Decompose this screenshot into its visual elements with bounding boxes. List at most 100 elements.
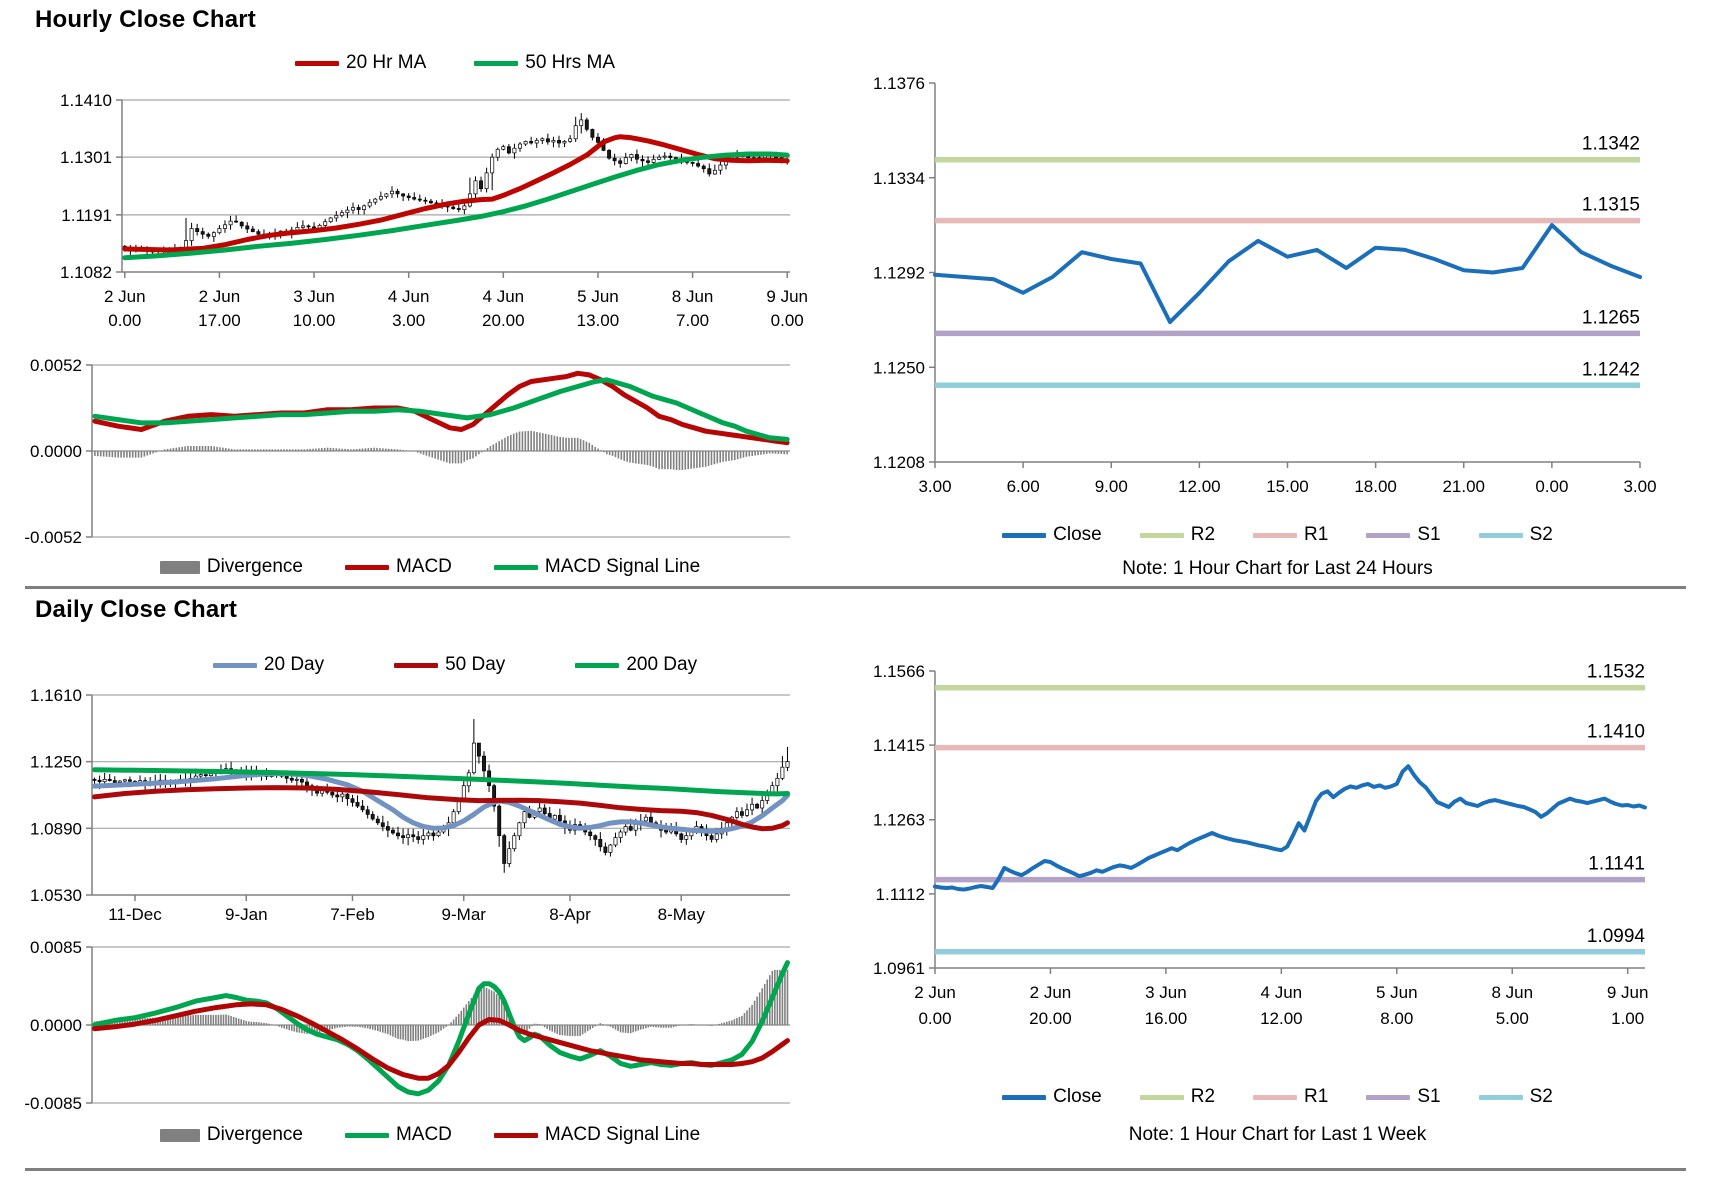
legend-item-divergence: Divergence bbox=[159, 556, 303, 578]
legend-label: 20 Hr MA bbox=[346, 52, 427, 73]
svg-text:3 Jun: 3 Jun bbox=[1145, 983, 1187, 1002]
ma-20day-swatch bbox=[212, 662, 257, 668]
daily-macd-legend: Divergence MACD MACD Signal Line bbox=[90, 1124, 770, 1146]
svg-text:-0.0085: -0.0085 bbox=[24, 1094, 82, 1113]
svg-text:2 Jun: 2 Jun bbox=[199, 287, 241, 306]
legend-item-s2: S2 bbox=[1478, 1086, 1553, 1108]
legend-label: MACD Signal Line bbox=[544, 1124, 701, 1145]
pivot-1week-chart: 1.0961 1.1112 1.1263 1.1415 1.1566 2 Jun 0.00 2… bbox=[873, 662, 1649, 1028]
svg-text:3.00: 3.00 bbox=[1623, 477, 1656, 496]
r2-swatch bbox=[1139, 1094, 1184, 1100]
close-swatch bbox=[1002, 532, 1047, 538]
svg-text:0.00: 0.00 bbox=[1535, 477, 1568, 496]
legend-label: 50 Day bbox=[445, 654, 506, 675]
r2-swatch bbox=[1139, 532, 1184, 538]
legend-label: 20 Day bbox=[263, 654, 325, 675]
svg-text:9-Mar: 9-Mar bbox=[442, 905, 487, 924]
r1-swatch bbox=[1253, 1094, 1298, 1100]
svg-text:8-May: 8-May bbox=[658, 905, 706, 924]
svg-text:20.00: 20.00 bbox=[482, 311, 525, 330]
svg-text:0.0000: 0.0000 bbox=[30, 1016, 82, 1035]
legend-label: R1 bbox=[1304, 524, 1329, 545]
svg-text:0.0000: 0.0000 bbox=[30, 442, 82, 461]
s1-swatch bbox=[1366, 532, 1411, 538]
macd-swatch bbox=[344, 1132, 389, 1138]
svg-text:1.1342: 1.1342 bbox=[1582, 134, 1640, 155]
svg-text:1.0530: 1.0530 bbox=[30, 886, 82, 905]
legend-label: Divergence bbox=[206, 556, 303, 577]
close-swatch bbox=[1002, 1094, 1047, 1100]
legend-label: S2 bbox=[1529, 1086, 1553, 1107]
s2-swatch bbox=[1478, 1094, 1523, 1100]
page-title-daily: Daily Close Chart bbox=[35, 596, 238, 623]
s1-swatch bbox=[1366, 1094, 1411, 1100]
macd-swatch bbox=[344, 564, 389, 570]
svg-text:20.00: 20.00 bbox=[1029, 1009, 1072, 1028]
svg-text:1.1191: 1.1191 bbox=[61, 206, 112, 225]
svg-text:9.00: 9.00 bbox=[1095, 477, 1128, 496]
svg-text:1.1301: 1.1301 bbox=[60, 148, 112, 167]
svg-text:5.00: 5.00 bbox=[1496, 1009, 1529, 1028]
legend-item-close: Close bbox=[1002, 524, 1102, 546]
svg-text:1.1250: 1.1250 bbox=[873, 358, 925, 377]
svg-text:8-Apr: 8-Apr bbox=[549, 905, 591, 924]
svg-text:6.00: 6.00 bbox=[1007, 477, 1040, 496]
svg-text:12.00: 12.00 bbox=[1178, 477, 1221, 496]
page-title-hourly: Hourly Close Chart bbox=[35, 6, 256, 33]
legend-item-s1: S1 bbox=[1366, 524, 1441, 546]
daily-ma-legend: 20 Day 50 Day 200 Day bbox=[120, 654, 790, 676]
pivot-24h-chart: 1.1208 1.1250 1.1292 1.1334 1.1376 3.00 6.00 9.… bbox=[873, 74, 1657, 496]
hourly-macd-chart: 0.0052 0.0000 -0.0052 bbox=[24, 356, 790, 547]
ma-50hr-swatch bbox=[474, 60, 519, 66]
s2-swatch bbox=[1478, 532, 1523, 538]
svg-text:0.00: 0.00 bbox=[108, 311, 141, 330]
legend-label: Close bbox=[1053, 524, 1102, 545]
svg-text:1.1112: 1.1112 bbox=[876, 885, 925, 904]
legend-label: S2 bbox=[1529, 524, 1553, 545]
legend-label: MACD bbox=[395, 1124, 452, 1145]
svg-text:1.1082: 1.1082 bbox=[60, 263, 112, 282]
svg-text:1.00: 1.00 bbox=[1611, 1009, 1644, 1028]
legend-label: Divergence bbox=[206, 1124, 303, 1145]
divergence-swatch bbox=[159, 1128, 200, 1142]
svg-text:16.00: 16.00 bbox=[1145, 1009, 1188, 1028]
svg-text:1.1532: 1.1532 bbox=[1587, 662, 1645, 683]
svg-text:1.1410: 1.1410 bbox=[60, 91, 112, 110]
legend-item-macd-signal: MACD Signal Line bbox=[493, 556, 700, 578]
svg-text:-0.0052: -0.0052 bbox=[24, 528, 82, 547]
svg-text:1.1410: 1.1410 bbox=[1587, 722, 1645, 743]
svg-text:1.1566: 1.1566 bbox=[873, 662, 925, 681]
svg-text:0.00: 0.00 bbox=[771, 311, 804, 330]
svg-text:9 Jun: 9 Jun bbox=[1607, 983, 1649, 1002]
legend-item-r1: R1 bbox=[1253, 1086, 1328, 1108]
legend-item-20day: 20 Day bbox=[212, 654, 325, 676]
pivot-1week-legend: Close R2 R1 S1 S2 bbox=[905, 1086, 1650, 1108]
legend-item-close: Close bbox=[1002, 1086, 1102, 1108]
svg-text:1.1141: 1.1141 bbox=[1588, 854, 1645, 875]
svg-text:17.00: 17.00 bbox=[198, 311, 241, 330]
svg-text:10.00: 10.00 bbox=[293, 311, 336, 330]
svg-text:18.00: 18.00 bbox=[1354, 477, 1397, 496]
bottom-divider bbox=[25, 1168, 1686, 1171]
svg-text:5 Jun: 5 Jun bbox=[577, 287, 619, 306]
legend-label: S1 bbox=[1417, 524, 1441, 545]
svg-text:1.1242: 1.1242 bbox=[1582, 359, 1640, 380]
legend-item-r1: R1 bbox=[1253, 524, 1328, 546]
ma-20hr-swatch bbox=[295, 60, 339, 66]
legend-label: 50 Hrs MA bbox=[525, 52, 615, 73]
section-divider bbox=[25, 586, 1686, 589]
svg-text:7-Feb: 7-Feb bbox=[330, 905, 374, 924]
svg-text:4 Jun: 4 Jun bbox=[1261, 983, 1303, 1002]
pivot-24h-legend: Close R2 R1 S1 S2 bbox=[905, 524, 1650, 546]
svg-text:0.00: 0.00 bbox=[918, 1009, 951, 1028]
legend-item-r2: R2 bbox=[1139, 524, 1215, 546]
svg-text:1.1415: 1.1415 bbox=[873, 736, 925, 755]
svg-text:15.00: 15.00 bbox=[1266, 477, 1309, 496]
ma-50day-swatch bbox=[394, 662, 439, 668]
svg-text:7.00: 7.00 bbox=[676, 311, 709, 330]
svg-text:1.1315: 1.1315 bbox=[1582, 195, 1640, 216]
legend-item-macd: MACD bbox=[344, 1124, 452, 1146]
macd-signal-swatch bbox=[493, 1132, 538, 1138]
legend-label: S1 bbox=[1417, 1086, 1441, 1107]
